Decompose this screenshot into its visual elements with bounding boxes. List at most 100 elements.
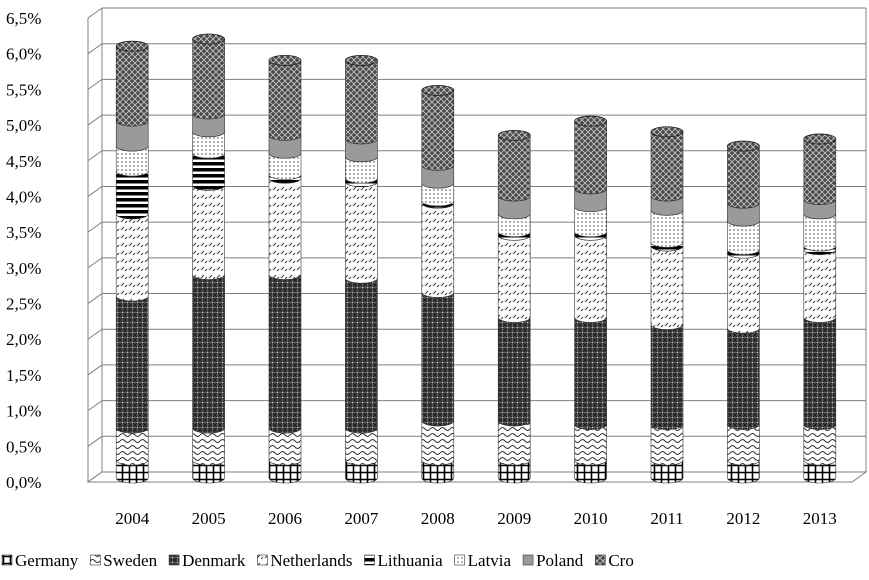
bar-segment-sweden: [192, 427, 225, 466]
bar-stack: [727, 140, 760, 484]
bar-stack: [268, 55, 302, 484]
legend-label: Lithuania: [378, 551, 444, 570]
bar-segment-cro: [574, 121, 607, 195]
bar-stack: [115, 40, 149, 484]
bar-segment-netherlands: [345, 181, 378, 284]
bar-segment-netherlands: [727, 253, 760, 334]
bar-segment-sweden: [727, 424, 760, 466]
legend-swatch: [89, 554, 101, 566]
y-axis-tick-labels: 0,0% 0,5% 1,0% 1,5% 2,0% 2,5% 3,0% 3,5% 4,0% 4,5%…: [6, 9, 41, 492]
legend-swatch: [1, 554, 13, 566]
bar-segment-netherlands: [192, 185, 225, 280]
legend-label: Cro: [608, 551, 634, 570]
bar-segment-denmark: [650, 324, 684, 430]
bar-top-cap: [268, 55, 302, 66]
bar-segment-sweden: [268, 427, 302, 466]
legend-label: Netherlands: [270, 551, 352, 570]
y-tick-label: 1,5%: [6, 366, 41, 385]
bars-layer: [115, 33, 837, 484]
bar-segment-denmark: [192, 274, 225, 434]
legend-swatch: [168, 554, 180, 566]
bar-segment-denmark: [803, 317, 837, 430]
y-tick-label: 1,0%: [6, 402, 41, 421]
legend-item: Cro: [595, 551, 634, 570]
x-tick-label: 2006: [268, 509, 302, 528]
x-tick-label: 2004: [115, 509, 150, 528]
legend-item: Germany: [1, 551, 79, 570]
bar-top-cap: [497, 129, 531, 141]
bar-segment-netherlands: [803, 249, 837, 323]
legend-item: Sweden: [89, 551, 158, 570]
bar-top-cap: [650, 126, 684, 138]
legend-item: Poland: [522, 551, 584, 570]
bar-segment-sweden: [115, 427, 149, 466]
bar-segment-denmark: [727, 328, 760, 430]
bar-segment-netherlands: [115, 213, 149, 302]
bar-segment-sweden: [803, 424, 837, 466]
legend-item: Latvia: [454, 551, 512, 570]
y-tick-label: 0,0%: [6, 473, 41, 492]
y-tick-label: 2,5%: [6, 295, 41, 314]
x-tick-label: 2005: [192, 509, 226, 528]
bar-stack: [192, 33, 226, 484]
y-tick-label: 4,0%: [6, 187, 41, 206]
legend-swatch: [257, 554, 268, 566]
bar-segment-sweden: [421, 420, 455, 466]
bar-segment-netherlands: [650, 245, 684, 330]
bar-segment-lithuania: [115, 170, 149, 220]
bar-segment-netherlands: [497, 235, 531, 323]
bar-top-cap: [344, 55, 378, 66]
bar-segment-cro: [421, 90, 455, 171]
y-tick-label: 6,0%: [6, 45, 41, 64]
x-tick-label: 2012: [726, 509, 760, 528]
bar-segment-lithuania: [192, 153, 225, 191]
x-axis-tick-labels: 2004 2005 2006 2007 2008 2009 2010 2011 2012 2013: [115, 509, 837, 528]
x-tick-label: 2007: [344, 509, 379, 528]
y-tick-label: 4,5%: [6, 152, 41, 171]
bar-segment-denmark: [421, 292, 455, 427]
x-tick-label: 2010: [574, 509, 608, 528]
y-tick-label: 2,0%: [6, 330, 41, 349]
bar-segment-denmark: [268, 274, 302, 434]
bar-segment-cro: [115, 46, 149, 127]
bar-segment-sweden: [345, 427, 378, 466]
bar-stack: [803, 133, 837, 484]
bar-stack: [344, 55, 378, 484]
bar-segment-cro: [650, 131, 684, 202]
legend-swatch: [595, 554, 606, 566]
bar-stack: [421, 84, 455, 484]
legend-label: Latvia: [468, 551, 512, 570]
bar-segment-sweden: [650, 424, 684, 466]
bar-stack: [650, 126, 684, 484]
bar-segment-latvia: [803, 213, 837, 252]
bar-segment-cro: [803, 138, 837, 205]
bar-top-cap: [421, 84, 455, 96]
bar-stack: [574, 115, 607, 484]
bar-segment-cro: [727, 145, 760, 209]
legend-swatch: [364, 554, 375, 566]
bar-top-cap: [727, 140, 760, 152]
legend-item: Netherlands: [257, 551, 353, 570]
bar-segment-denmark: [115, 295, 149, 434]
y-tick-label: 0,5%: [6, 437, 41, 456]
bar-segment-cro: [497, 135, 531, 202]
x-tick-label: 2013: [803, 509, 837, 528]
bar-segment-denmark: [345, 278, 378, 434]
legend-swatch: [522, 554, 534, 566]
gridline: [87, 7, 866, 19]
x-tick-label: 2008: [421, 509, 455, 528]
y-tick-label: 5,0%: [6, 116, 41, 135]
legend: Germany Sweden Denmark Netherlands Lithuania…: [1, 551, 634, 570]
bar-top-cap: [574, 115, 607, 127]
bar-stack: [497, 129, 531, 484]
bar-segment-netherlands: [574, 235, 607, 323]
legend-label: Germany: [15, 551, 79, 570]
bar-segment-netherlands: [268, 178, 302, 280]
bar-segment-denmark: [574, 317, 607, 430]
bar-segment-sweden: [497, 420, 531, 466]
bar-segment-netherlands: [421, 203, 455, 298]
x-tick-label: 2011: [650, 509, 683, 528]
y-tick-label: 3,0%: [6, 259, 41, 278]
x-tick-label: 2009: [497, 509, 531, 528]
